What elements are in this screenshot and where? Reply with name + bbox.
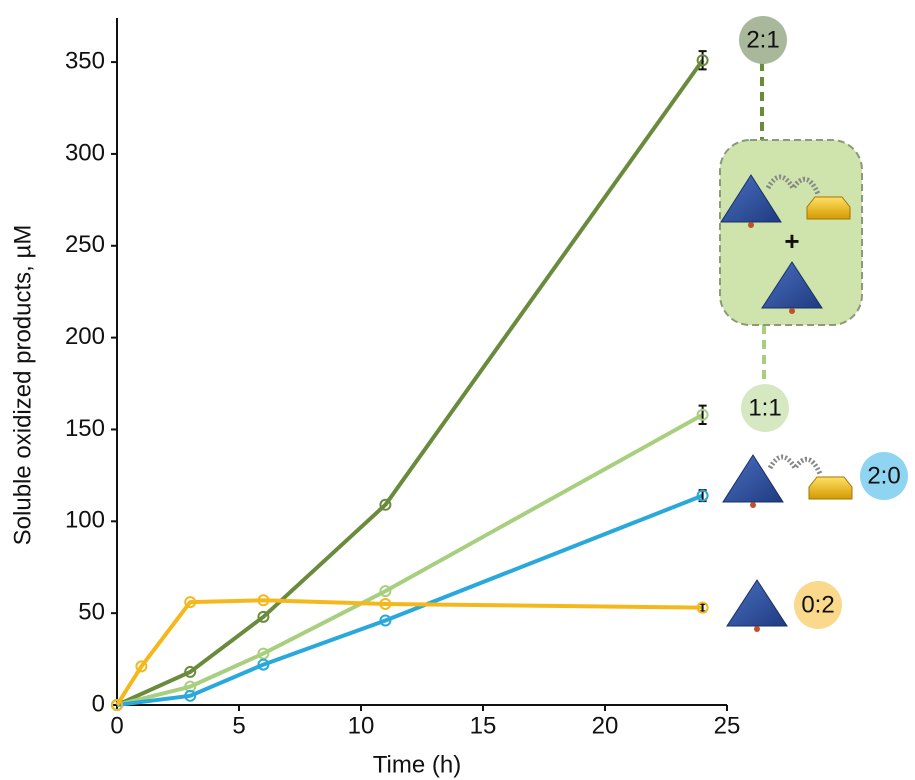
y-tick-label: 300 xyxy=(65,139,105,166)
data-point xyxy=(257,658,270,671)
data-point xyxy=(111,699,123,711)
y-axis-label: Soluble oxidized products, µM xyxy=(9,225,36,546)
data-point xyxy=(696,54,709,67)
legend-badge xyxy=(860,452,908,500)
series-line xyxy=(116,413,704,707)
x-tick-label: 15 xyxy=(470,712,497,739)
legend-label: 2:0 xyxy=(867,462,900,489)
data-point xyxy=(257,647,270,660)
series-line xyxy=(116,59,705,707)
schematic: + xyxy=(719,62,863,632)
data-point xyxy=(184,596,197,609)
legend-badge xyxy=(741,384,789,432)
y-tick-label: 350 xyxy=(65,47,105,74)
y-tick-label: 50 xyxy=(78,598,105,625)
data-point xyxy=(184,689,197,702)
data-point xyxy=(696,601,709,614)
y-tick-label: 0 xyxy=(92,690,105,717)
data-point xyxy=(696,489,709,502)
legend-label: 2:1 xyxy=(746,26,779,53)
legend-label: 0:2 xyxy=(801,591,834,618)
x-tick-label: 0 xyxy=(110,712,123,739)
data-point xyxy=(379,614,392,627)
svg-text:+: + xyxy=(784,226,799,256)
x-tick-label: 25 xyxy=(714,712,741,739)
error-bar xyxy=(698,50,707,71)
legend-badge xyxy=(739,16,787,64)
series-line xyxy=(115,598,703,707)
series-line xyxy=(116,493,704,707)
data-point xyxy=(379,597,392,610)
data-point xyxy=(379,585,392,598)
data-point xyxy=(135,660,148,673)
x-axis-label: Time (h) xyxy=(373,751,461,778)
y-tick-label: 100 xyxy=(65,507,105,534)
data-point xyxy=(696,408,709,421)
data-point xyxy=(379,498,392,511)
x-tick-label: 20 xyxy=(592,712,619,739)
x-tick-label: 10 xyxy=(348,712,375,739)
y-tick-label: 150 xyxy=(65,415,105,442)
data-point xyxy=(257,594,270,607)
error-bar xyxy=(698,404,707,425)
legend-label: 1:1 xyxy=(748,394,781,421)
data-point xyxy=(184,665,197,678)
legend-badge xyxy=(794,581,842,629)
y-tick-label: 250 xyxy=(65,231,105,258)
data-point xyxy=(257,610,270,623)
y-tick-label: 200 xyxy=(65,323,105,350)
x-tick-label: 5 xyxy=(232,712,245,739)
